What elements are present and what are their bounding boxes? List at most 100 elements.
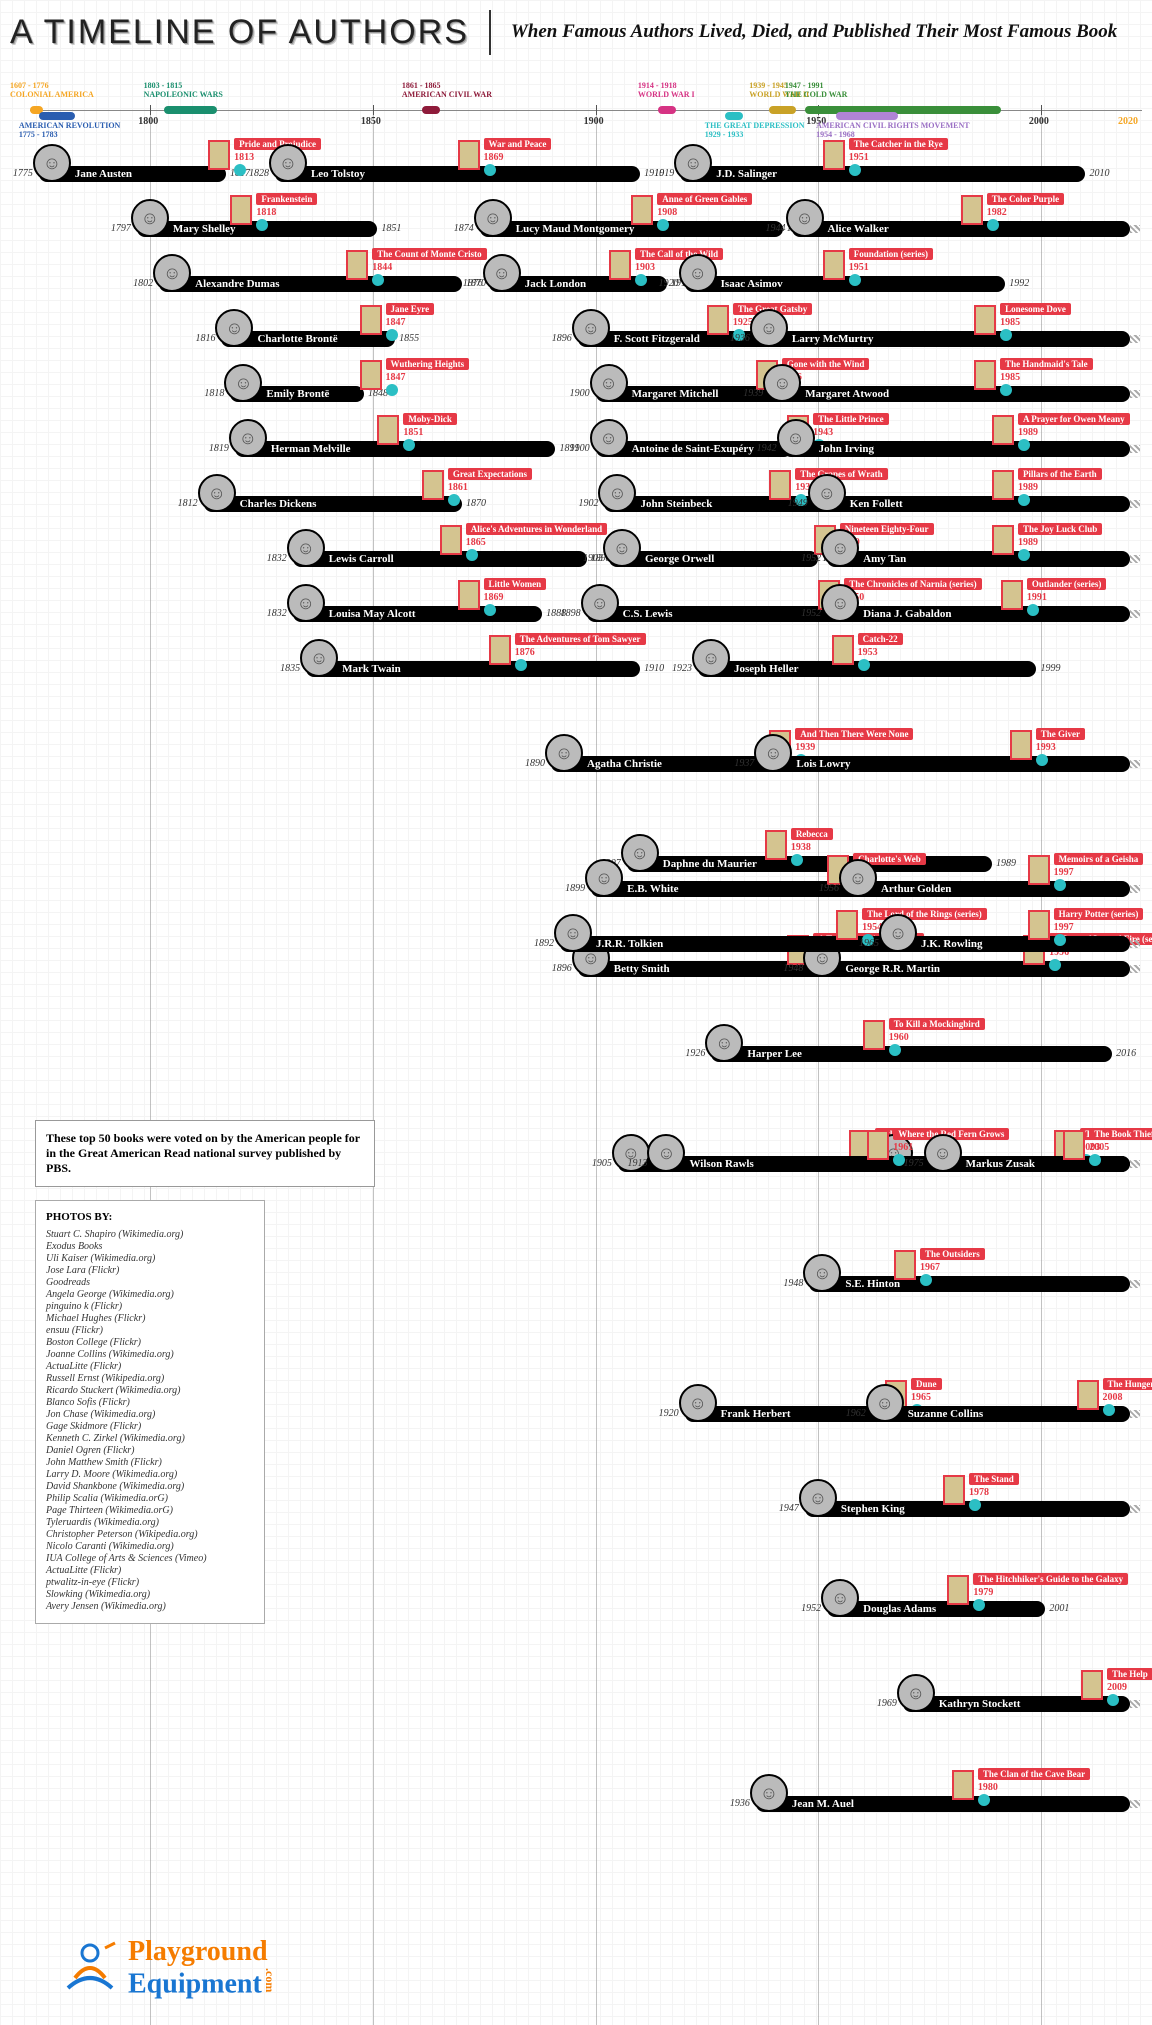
book-year: 2009	[1107, 1682, 1127, 1693]
author-name: Margaret Atwood	[805, 388, 889, 400]
book-year: 1979	[973, 1587, 993, 1598]
book-cover	[894, 1250, 916, 1280]
book-title: Frankenstein	[256, 193, 317, 205]
book-title: Anne of Green Gables	[657, 193, 752, 205]
era-bar	[836, 112, 898, 120]
author-name: Stephen King	[841, 1503, 905, 1515]
book-year: 1951	[849, 152, 869, 163]
author-row: ☺19201992Isaac AsimovFoundation (series)…	[30, 260, 1142, 300]
book-title: Jane Eyre	[386, 303, 435, 315]
book-cover	[1028, 910, 1050, 940]
tick-label-end: 2020	[1118, 116, 1138, 127]
era-bar	[164, 106, 217, 114]
alive-extension	[1130, 1410, 1140, 1418]
author-name: Larry McMurtry	[792, 333, 874, 345]
author-name: Alice Walker	[828, 223, 889, 235]
book-marker: Memoirs of a Geisha1997	[1028, 855, 1050, 885]
book-title: The Count of Monte Cristo	[372, 248, 487, 260]
book-year: 1967	[920, 1262, 940, 1273]
author-portrait: ☺	[763, 364, 801, 402]
birth-year: 1962	[846, 1408, 866, 1419]
book-year: 1993	[1036, 742, 1056, 753]
author-name: S.E. Hinton	[845, 1278, 900, 1290]
credit-line: Slowking (Wikimedia.org)	[46, 1589, 254, 1600]
author-portrait: ☺	[821, 584, 859, 622]
book-title: Rebecca	[791, 828, 833, 840]
tick-label: 2000	[1029, 116, 1049, 127]
birth-year: 1937	[734, 758, 754, 769]
author-row: ☺1939Margaret AtwoodThe Handmaid's Tale1…	[30, 370, 1142, 410]
book-title: Memoirs of a Geisha	[1054, 853, 1144, 865]
book-title: The Outsiders	[920, 1248, 985, 1260]
credit-line: Joanne Collins (Wikimedia.org)	[46, 1349, 254, 1360]
book-cover	[1077, 1380, 1099, 1410]
book-dot-icon	[889, 1044, 901, 1056]
author-portrait: ☺	[777, 419, 815, 457]
birth-year: 1956	[819, 883, 839, 894]
book-marker: The Handmaid's Tale1985	[974, 360, 996, 390]
death-year: 2016	[1116, 1048, 1136, 1059]
alive-extension	[1130, 390, 1140, 398]
author-portrait: ☺	[808, 474, 846, 512]
author-name: Arthur Golden	[881, 883, 951, 895]
birth-year: 1965	[859, 938, 879, 949]
book-cover	[974, 305, 996, 335]
book-title: The Book Thief	[1089, 1128, 1152, 1140]
book-marker: The Hitchhiker's Guide to the Galaxy1979	[947, 1575, 969, 1605]
book-cover	[1028, 855, 1050, 885]
book-cover	[823, 140, 845, 170]
book-marker: To Kill a Mockingbird1960	[863, 1020, 885, 1050]
author-name: Kathryn Stockett	[939, 1698, 1021, 1710]
book-marker: Foundation (series)1951	[823, 250, 845, 280]
book-title: Moby-Dick	[403, 413, 457, 425]
credit-line: Stuart C. Shapiro (Wikimedia.org)	[46, 1229, 254, 1240]
author-name: John Irving	[819, 443, 874, 455]
tick	[150, 105, 151, 115]
book-title: The Adventures of Tom Sawyer	[515, 633, 646, 645]
era-label: THE GREAT DEPRESSION1929 - 1933	[705, 122, 805, 140]
author-portrait: ☺	[679, 254, 717, 292]
birth-year: 1936	[730, 1798, 750, 1809]
birth-year: 1975	[904, 1158, 924, 1169]
author-row: ☺1936Larry McMurtryLonesome Dove1985	[30, 315, 1142, 355]
credit-line: Daniel Ogren (Flickr)	[46, 1445, 254, 1456]
survey-note: These top 50 books were voted on by the …	[35, 1120, 375, 1187]
book-cover	[1063, 1130, 1085, 1160]
author-name: Ken Follett	[850, 498, 903, 510]
book-marker: The Catcher in the Rye1951	[823, 140, 845, 170]
book-dot-icon	[1036, 754, 1048, 766]
credit-line: Blanco Sofis (Flickr)	[46, 1397, 254, 1408]
author-row: ☺1956Arthur GoldenMemoirs of a Geisha199…	[30, 865, 1142, 905]
book-title: Dune	[911, 1378, 942, 1390]
tick-label: 1900	[584, 116, 604, 127]
book-dot-icon	[969, 1499, 981, 1511]
book-year: 1985	[1000, 317, 1020, 328]
birth-year: 1948	[783, 1278, 803, 1289]
alive-extension	[1130, 500, 1140, 508]
alive-extension	[1130, 225, 1140, 233]
credit-line: Michael Hughes (Flickr)	[46, 1313, 254, 1324]
credit-line: Kenneth C. Zirkel (Wikimedia.org)	[46, 1433, 254, 1444]
birth-year: 1923	[672, 663, 692, 674]
timeline-axis-area: 1800185019001950200020201607 - 1776COLON…	[30, 70, 1142, 140]
credit-line: Christopher Peterson (Wikipedia.org)	[46, 1529, 254, 1540]
book-title: Wuthering Heights	[386, 358, 470, 370]
book-marker: Rebecca1938	[765, 830, 787, 860]
book-year: 1938	[791, 842, 811, 853]
credit-line: ensuu (Flickr)	[46, 1325, 254, 1336]
author-portrait: ☺	[897, 1674, 935, 1712]
grid-background	[0, 0, 1152, 2025]
birth-year: 1919	[654, 168, 674, 179]
tick-label: 1800	[138, 116, 158, 127]
book-title: The Joy Luck Club	[1018, 523, 1102, 535]
book-title: The Lord of the Rings (series)	[862, 908, 987, 920]
brand-logo: Playground Equipment.com	[60, 1936, 277, 2000]
book-year: 1960	[889, 1032, 909, 1043]
alive-extension	[1130, 1160, 1140, 1168]
credit-line: ptwalitz-in-eye (Flickr)	[46, 1577, 254, 1588]
book-marker: The Outsiders1967	[894, 1250, 916, 1280]
alive-extension	[1130, 885, 1140, 893]
logo-text: Playground Equipment.com	[128, 1936, 277, 2000]
book-title: The Hitchhiker's Guide to the Galaxy	[973, 1573, 1128, 1585]
book-marker: The Help2009	[1081, 1670, 1103, 1700]
